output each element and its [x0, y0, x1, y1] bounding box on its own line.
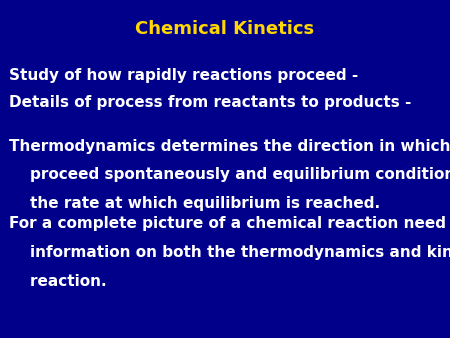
Text: information on both the thermodynamics and kinetics of a: information on both the thermodynamics a… — [9, 245, 450, 260]
Text: proceed spontaneously and equilibrium conditions, but not: proceed spontaneously and equilibrium co… — [9, 167, 450, 182]
Text: Thermodynamics determines the direction in which reactions: Thermodynamics determines the direction … — [9, 139, 450, 153]
Text: reaction.: reaction. — [9, 274, 107, 289]
Text: Study of how rapidly reactions proceed -: Study of how rapidly reactions proceed - — [9, 68, 364, 82]
Text: Details of process from reactants to products -: Details of process from reactants to pro… — [9, 95, 417, 110]
Text: For a complete picture of a chemical reaction need: For a complete picture of a chemical rea… — [9, 216, 446, 231]
Text: Chemical Kinetics: Chemical Kinetics — [135, 20, 315, 38]
Text: the rate at which equilibrium is reached.: the rate at which equilibrium is reached… — [9, 196, 380, 211]
